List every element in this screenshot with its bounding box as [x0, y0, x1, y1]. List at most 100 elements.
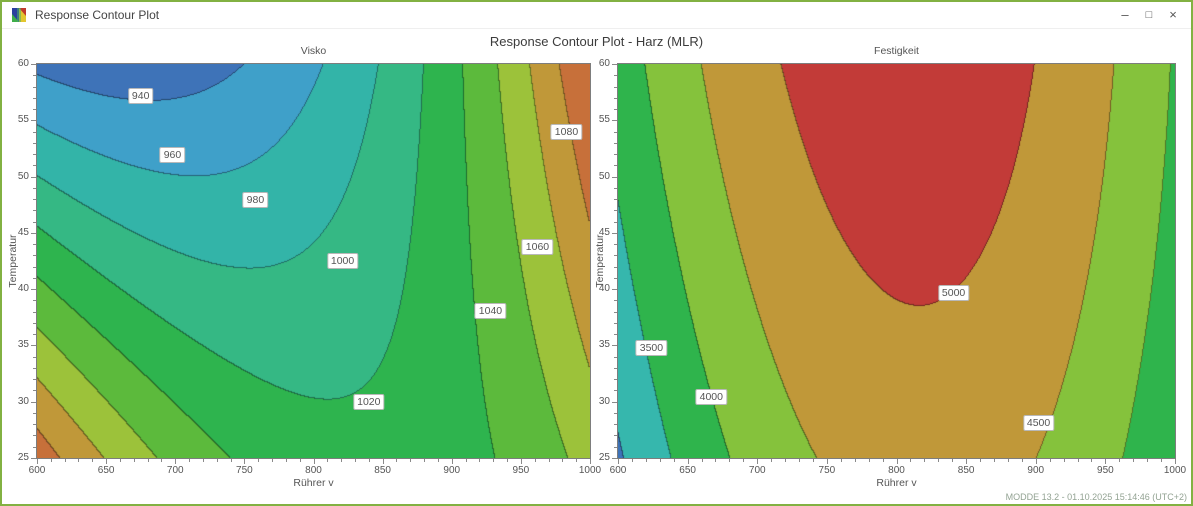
- y-tick-label: 50: [598, 170, 610, 182]
- y-minor-tick: [33, 154, 36, 156]
- x-minor-tick: [910, 459, 912, 462]
- x-minor-tick: [812, 459, 814, 462]
- y-minor-tick: [33, 244, 36, 246]
- y-minor-tick: [33, 97, 36, 99]
- x-minor-tick: [493, 459, 495, 462]
- x-tick-label: 650: [97, 465, 115, 476]
- y-tick: [31, 401, 36, 403]
- y-minor-tick: [33, 446, 36, 448]
- contour-line-label: 940: [127, 87, 154, 104]
- y-minor-tick: [614, 311, 617, 313]
- y-tick-label: 25: [598, 452, 610, 463]
- x-tick: [1105, 459, 1107, 464]
- maximize-button[interactable]: □: [1145, 9, 1153, 21]
- minimize-button[interactable]: –: [1121, 7, 1129, 22]
- contour-canvas-visko[interactable]: [36, 63, 591, 459]
- x-minor-tick: [479, 459, 481, 462]
- y-minor-tick: [33, 266, 36, 268]
- x-minor-tick: [216, 459, 218, 462]
- y-minor-tick: [614, 131, 617, 133]
- y-tick: [612, 120, 617, 122]
- y-minor-tick: [33, 131, 36, 133]
- y-minor-tick: [614, 266, 617, 268]
- y-minor-tick: [614, 154, 617, 156]
- y-minor-tick: [614, 356, 617, 358]
- y-minor-tick: [33, 165, 36, 167]
- x-minor-tick: [715, 459, 717, 462]
- x-minor-tick: [202, 459, 204, 462]
- x-minor-tick: [272, 459, 274, 462]
- x-tick: [590, 459, 591, 464]
- y-minor-tick: [614, 97, 617, 99]
- y-tick: [612, 345, 617, 347]
- y-tick: [612, 289, 617, 291]
- y-minor-tick: [614, 424, 617, 426]
- x-tick-label: 600: [609, 465, 627, 476]
- x-minor-tick: [327, 459, 329, 462]
- y-minor-tick: [614, 277, 617, 279]
- x-tick-label: 900: [1027, 465, 1045, 476]
- contour-line-label: 4000: [695, 389, 727, 406]
- x-minor-tick: [924, 459, 926, 462]
- y-minor-tick: [614, 412, 617, 414]
- window-titlebar: Response Contour Plot – □ ×: [2, 2, 1191, 29]
- x-axis-label-festigkeit: Rührer v: [876, 477, 917, 489]
- y-minor-tick: [614, 86, 617, 88]
- x-minor-tick: [133, 459, 135, 462]
- x-tick: [244, 459, 246, 464]
- x-tick-label: 950: [1097, 465, 1114, 476]
- x-minor-tick: [424, 459, 426, 462]
- x-tick: [451, 459, 453, 464]
- x-tick-label: 650: [679, 465, 696, 476]
- x-tick-label: 700: [166, 465, 184, 476]
- y-tick: [612, 401, 617, 403]
- x-tick-label: 1000: [578, 465, 602, 476]
- x-minor-tick: [1091, 459, 1093, 462]
- x-minor-tick: [119, 459, 121, 462]
- window-title: Response Contour Plot: [35, 8, 160, 22]
- x-tick: [37, 459, 38, 464]
- y-minor-tick: [614, 244, 617, 246]
- x-minor-tick: [465, 459, 467, 462]
- x-tick-label: 800: [305, 465, 322, 476]
- close-button[interactable]: ×: [1169, 7, 1177, 22]
- y-minor-tick: [33, 435, 36, 437]
- x-minor-tick: [673, 459, 675, 462]
- y-minor-tick: [33, 390, 36, 392]
- y-minor-tick: [33, 109, 36, 111]
- x-tick-label: 600: [28, 465, 46, 476]
- y-minor-tick: [33, 210, 36, 212]
- x-tick: [1175, 459, 1176, 464]
- x-tick-label: 750: [236, 465, 253, 476]
- x-tick: [382, 459, 384, 464]
- y-tick-label: 45: [598, 226, 610, 238]
- x-tick-label: 950: [512, 465, 530, 476]
- x-tick: [896, 459, 898, 464]
- y-minor-tick: [614, 390, 617, 392]
- y-minor-tick: [33, 322, 36, 324]
- x-minor-tick: [882, 459, 884, 462]
- y-tick-label: 40: [598, 283, 610, 295]
- y-tick-label: 25: [17, 452, 29, 463]
- x-minor-tick: [92, 459, 94, 462]
- x-tick: [313, 459, 315, 464]
- x-minor-tick: [368, 459, 370, 462]
- y-tick-label: 50: [17, 170, 29, 182]
- y-tick: [31, 120, 36, 122]
- y-minor-tick: [614, 255, 617, 257]
- y-minor-tick: [614, 75, 617, 77]
- x-minor-tick: [285, 459, 287, 462]
- contour-line-label: 3500: [635, 339, 668, 356]
- x-minor-tick: [78, 459, 80, 462]
- x-tick-label: 1000: [1163, 465, 1187, 476]
- x-minor-tick: [64, 459, 66, 462]
- y-minor-tick: [33, 86, 36, 88]
- y-tick-label: 40: [17, 283, 29, 295]
- x-tick: [106, 459, 108, 464]
- x-minor-tick: [562, 459, 564, 462]
- x-minor-tick: [1049, 459, 1051, 462]
- contour-line-label: 4500: [1022, 415, 1055, 432]
- x-tick-label: 900: [443, 465, 461, 476]
- y-tick: [612, 176, 617, 178]
- x-tick-label: 750: [818, 465, 836, 476]
